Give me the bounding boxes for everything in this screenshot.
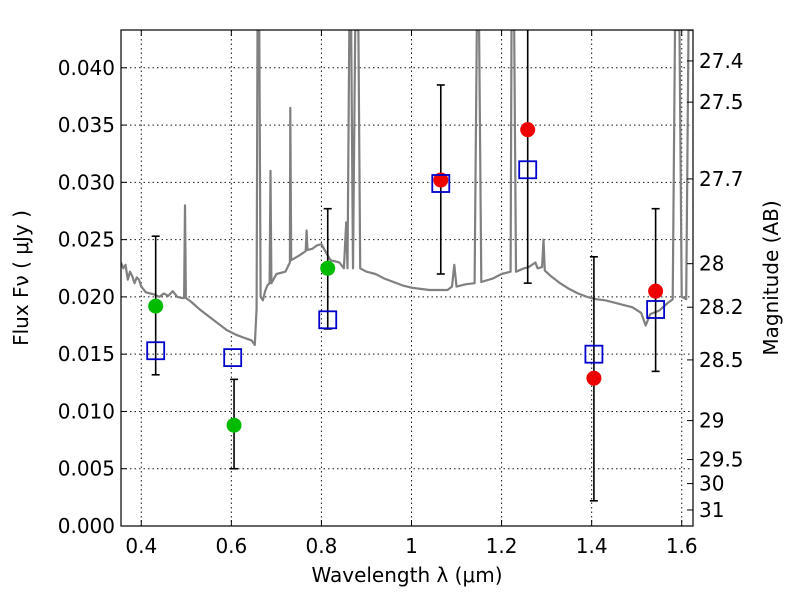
magnitude-tick-label: 29: [699, 409, 724, 433]
flux-point: [520, 122, 536, 138]
x-axis-label: Wavelength λ (μm): [311, 563, 502, 587]
template-spectrum: [121, 30, 693, 347]
x-tick-label: 1: [405, 534, 418, 558]
model-flux-square: [318, 310, 338, 330]
model-flux-square: [146, 341, 166, 361]
y-tick-label: 0.015: [58, 342, 115, 366]
magnitude-tick-label: 27.4: [699, 49, 744, 73]
x-tick-label: 1.6: [666, 534, 698, 558]
plot-frame: [120, 29, 694, 527]
y-axis-ticks: 0.000 0.005 0.010 0.015 0.020 0.025 0.030 0.035…: [58, 56, 127, 538]
spectrum-line: [121, 30, 693, 347]
y-tick-label: 0.030: [58, 170, 115, 194]
flux-point: [226, 417, 242, 433]
y-axis-label: Flux Fν ( μJy ): [9, 210, 33, 346]
plot-background: [121, 30, 693, 526]
x-tick-label: 0.8: [306, 534, 338, 558]
y-tick-label: 0.035: [58, 113, 115, 137]
y-tick-label: 0.010: [58, 399, 115, 423]
model-flux-square: [518, 160, 538, 180]
magnitude-axis-label: Magnitude (AB): [759, 200, 783, 355]
model-flux-square: [431, 174, 451, 193]
y-tick-label: 0.040: [58, 56, 115, 80]
flux-point: [148, 298, 164, 314]
y-tick-label: 0.000: [58, 514, 115, 538]
x-tick-label: 0.4: [125, 534, 157, 558]
model-flux-square: [223, 348, 243, 368]
model-flux-square: [646, 300, 666, 319]
magnitude-tick-label: 28.2: [699, 295, 744, 319]
magnitude-tick-label: 28: [699, 252, 724, 276]
y-tick-label: 0.025: [58, 228, 115, 252]
flux-point: [586, 370, 602, 386]
x-tick-label: 1.2: [486, 534, 518, 558]
model-flux-square: [584, 344, 604, 364]
data-markers: [146, 122, 666, 433]
magnitude-tick-label: 27.7: [699, 167, 744, 191]
x-tick-label: 0.6: [215, 534, 247, 558]
y-tick-label: 0.005: [58, 457, 115, 481]
flux-point: [433, 172, 449, 188]
x-tick-label: 1.4: [576, 534, 608, 558]
magnitude-tick-label: 27.5: [699, 90, 744, 114]
x-axis-ticks: 0.4 0.6 0.8 1 1.2 1.4 1.6: [125, 30, 698, 558]
magnitude-tick-label: 30: [699, 472, 724, 496]
flux-point: [320, 260, 336, 276]
magnitude-tick-label: 31: [699, 498, 724, 522]
magnitude-tick-label: 29.5: [699, 448, 744, 472]
flux-point: [648, 283, 664, 299]
magnitude-tick-label: 28.5: [699, 348, 744, 372]
y-tick-label: 0.020: [58, 285, 115, 309]
